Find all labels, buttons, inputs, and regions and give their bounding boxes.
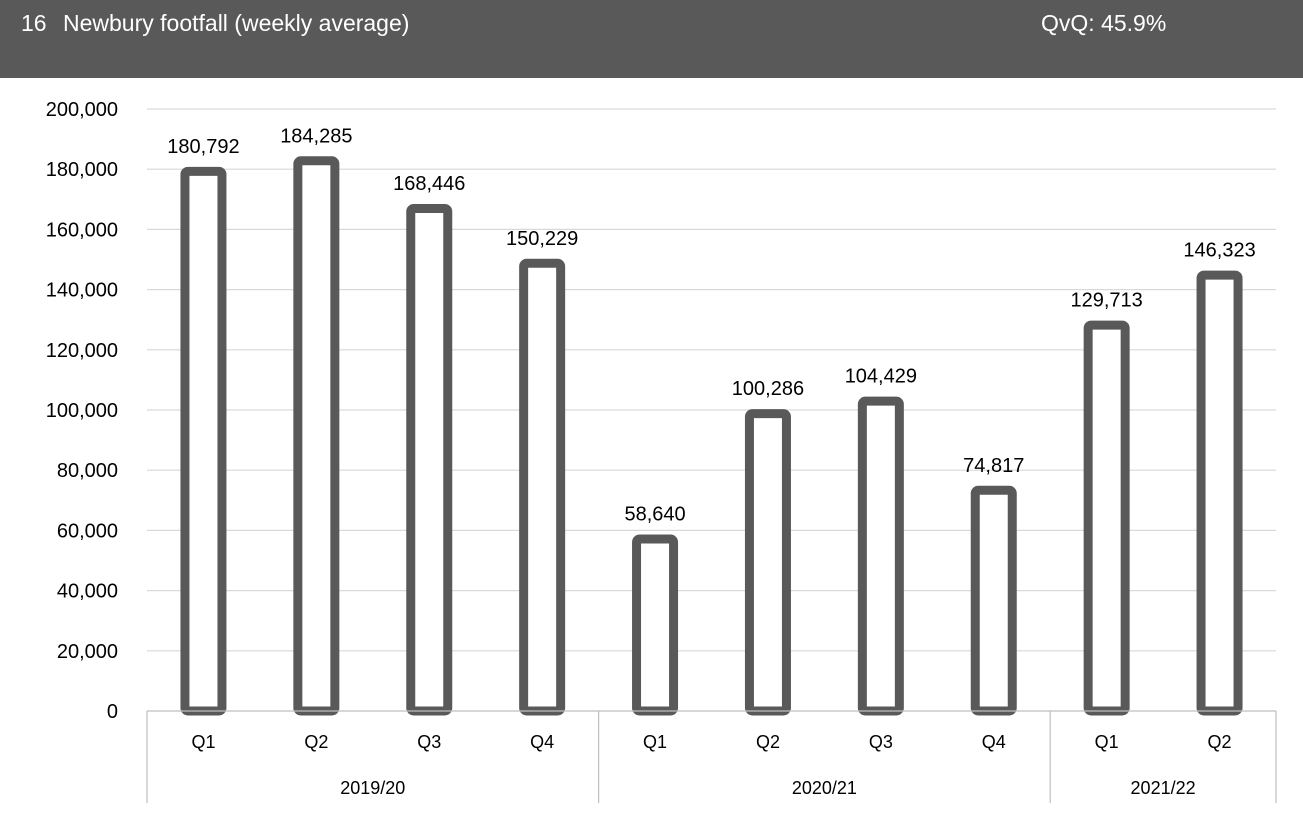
y-tick-label: 120,000 [46, 340, 118, 362]
bars [180, 156, 1243, 716]
chart-header-bar: 16 Newbury footfall (weekly average) QvQ… [0, 0, 1303, 78]
y-tick-label: 20,000 [57, 641, 118, 663]
x-tick-label: Q2 [304, 732, 328, 752]
y-axis-tick-labels: 0 20,000 40,000 60,000 80,000 100,000 120,000 1… [46, 99, 118, 723]
chart-area: 0 20,000 40,000 60,000 80,000 100,000 120,000 1… [0, 78, 1303, 816]
x-tick-label: Q3 [869, 732, 893, 752]
data-label: 184,285 [280, 125, 352, 147]
bar [180, 166, 227, 716]
x-tick-label: Q1 [643, 732, 667, 752]
y-tick-label: 140,000 [46, 280, 118, 302]
data-labels: 180,792 184,285 168,446 150,229 58,640 100,28… [167, 125, 1255, 525]
data-label: 180,792 [167, 136, 239, 158]
x-tick-label: Q1 [191, 732, 215, 752]
qvq-metric: QvQ: 45.9% [1041, 10, 1167, 36]
x-tick-label: Q2 [756, 732, 780, 752]
bar [857, 396, 904, 716]
y-tick-label: 60,000 [57, 520, 118, 542]
x-tick-label: Q3 [417, 732, 441, 752]
data-label: 100,286 [732, 378, 804, 400]
data-label: 150,229 [506, 228, 578, 250]
y-tick-label: 160,000 [46, 219, 118, 241]
data-label: 129,713 [1071, 290, 1143, 312]
y-tick-label: 200,000 [46, 99, 118, 121]
y-tick-label: 100,000 [46, 400, 118, 422]
x-tick-label: Q4 [982, 732, 1006, 752]
group-label: 2019/20 [340, 778, 405, 798]
bar [406, 203, 453, 716]
chart-title: Newbury footfall (weekly average) [63, 10, 410, 36]
x-tick-label: Q4 [530, 732, 554, 752]
data-label: 74,817 [963, 455, 1024, 477]
bar [1196, 270, 1243, 716]
bar [293, 156, 340, 716]
x-tick-label: Q2 [1208, 732, 1232, 752]
bar [970, 485, 1017, 716]
y-tick-label: 80,000 [57, 460, 118, 482]
bar-chart: 0 20,000 40,000 60,000 80,000 100,000 120,000 1… [46, 99, 1277, 803]
chart-number: 16 [21, 10, 47, 36]
y-tick-label: 0 [107, 701, 118, 723]
data-label: 146,323 [1183, 240, 1255, 262]
bar [632, 534, 679, 716]
data-label: 168,446 [393, 173, 465, 195]
group-label: 2021/22 [1131, 778, 1196, 798]
y-tick-label: 40,000 [57, 581, 118, 603]
y-tick-label: 180,000 [46, 159, 118, 181]
x-axis: Q1 Q2 Q3 Q4 Q1 Q2 Q3 Q4 Q1 Q2 2019/20 2020/21 2021/2… [146, 710, 1277, 803]
data-label: 58,640 [624, 503, 685, 525]
group-label: 2020/21 [792, 778, 857, 798]
data-label: 104,429 [845, 366, 917, 388]
bar [744, 409, 791, 716]
x-tick-label: Q1 [1095, 732, 1119, 752]
bar [519, 258, 566, 716]
bar [1083, 320, 1130, 716]
